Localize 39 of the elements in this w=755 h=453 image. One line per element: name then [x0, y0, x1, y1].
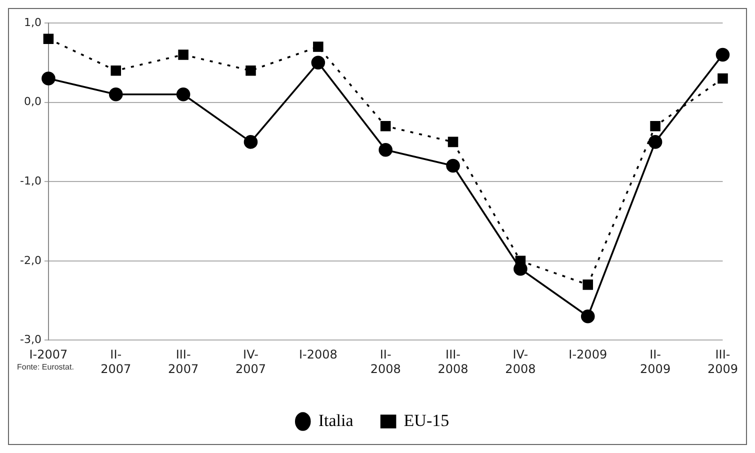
source-note: Fonte: Eurostat. — [17, 362, 74, 372]
point — [446, 158, 460, 173]
point — [110, 65, 122, 76]
point — [648, 135, 662, 149]
x-tick-label: I-2008 — [298, 348, 338, 362]
y-tick-label: -2,0 — [20, 254, 42, 267]
point — [311, 56, 326, 70]
y-tick-label: 1,0 — [24, 16, 42, 29]
x-tick-label: IV- 2008 — [505, 348, 536, 376]
x-tick-label: III- 2009 — [707, 348, 738, 376]
point — [448, 136, 458, 148]
x-tick-label: III- 2007 — [168, 348, 199, 376]
y-tick-label: -1,0 — [20, 174, 42, 188]
y-tick-label: 0,0 — [24, 95, 42, 108]
x-tick-label: II- 2009 — [640, 348, 671, 376]
x-tick-label: IV- 2007 — [235, 348, 266, 376]
point — [580, 310, 595, 324]
point — [246, 65, 256, 76]
point — [178, 50, 188, 60]
point — [313, 42, 324, 52]
point — [108, 87, 123, 102]
point — [244, 135, 258, 149]
x-tick-label: II- 2008 — [370, 348, 401, 376]
point — [176, 87, 190, 102]
point — [378, 142, 392, 157]
point — [42, 72, 56, 86]
legend-label: EU-15 — [404, 410, 450, 430]
x-tick-label: I-2007 — [29, 348, 68, 362]
point — [380, 120, 391, 132]
point — [718, 73, 728, 84]
legend-label: Italia — [318, 410, 354, 430]
x-tick-label: I-2009 — [568, 348, 608, 362]
x-tick-label: III- 2008 — [438, 348, 468, 376]
y-tick-label: -3,0 — [20, 333, 42, 346]
point — [650, 120, 660, 132]
x-tick-label: II- 2007 — [100, 348, 132, 376]
point — [582, 280, 594, 290]
point — [716, 48, 730, 62]
point — [43, 34, 54, 44]
